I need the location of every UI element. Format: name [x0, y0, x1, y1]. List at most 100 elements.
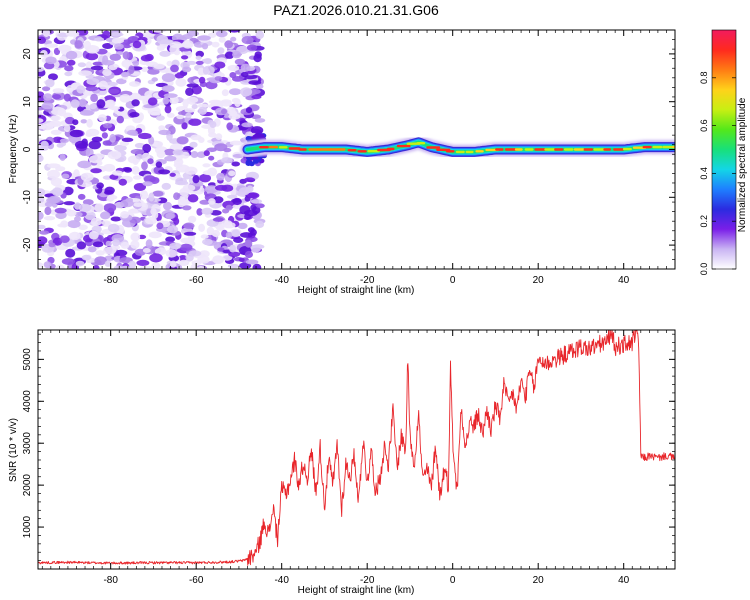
spectrogram-noise-blob: [169, 96, 179, 105]
spectrogram-noise-blob: [108, 88, 120, 94]
spectrogram-noise-blob: [55, 166, 66, 172]
spectrogram-noise-blob: [48, 73, 58, 81]
spectrogram-noise-blob: [211, 229, 220, 238]
spectrogram-x-tick-label: -20: [360, 275, 375, 286]
spectrogram-noise-blob: [195, 60, 204, 65]
spectrogram-noise-blob: [142, 143, 152, 153]
spectrogram-noise-blob: [78, 224, 88, 231]
spectrogram-noise-blob: [92, 265, 100, 269]
spectrogram-noise-blob: [163, 93, 178, 98]
spectrogram-noise-blob: [202, 163, 211, 168]
spectrogram-noise-blob: [197, 35, 211, 41]
spectrogram-noise-blob: [221, 157, 233, 164]
spectrogram-noise-blob: [116, 115, 125, 124]
spectrogram-noise-blob: [218, 36, 226, 43]
colorbar-gradient: [712, 30, 736, 269]
spectrogram-noise-blob: [164, 105, 172, 114]
spectrogram-noise-blob: [92, 61, 104, 66]
spectrogram-noise-blob: [243, 209, 258, 217]
spectrogram-noise-blob: [156, 149, 166, 159]
spectrogram-noise-blob: [41, 102, 54, 110]
spectrogram-noise-blob: [149, 253, 163, 263]
spectrogram-noise-blob: [59, 138, 69, 144]
spectrogram-noise-blob: [88, 230, 99, 240]
spectrogram-noise-blob: [50, 115, 61, 121]
spectrogram-noise-blob: [69, 231, 81, 241]
spectrogram-noise-blob: [253, 158, 259, 164]
spectrogram-noise-blob: [65, 248, 76, 258]
spectrogram-noise-blob: [198, 76, 206, 84]
spectrogram-y-label: Frequency (Hz): [8, 115, 19, 184]
spectrogram-noise-blob: [240, 63, 251, 72]
spectrogram-noise-blob: [208, 132, 217, 138]
spectrogram-noise-blob: [247, 192, 260, 199]
spectrogram-noise-blob: [216, 172, 225, 181]
spectrogram-y-tick-label: 10: [22, 96, 33, 108]
spectrogram-noise-blob: [175, 78, 187, 87]
spectrogram-noise-blob: [253, 54, 262, 63]
spectrogram-noise-blob: [231, 229, 241, 237]
spectrogram-noise-blob: [176, 136, 189, 145]
spectrogram-noise-blob: [76, 241, 87, 250]
spectrogram-noise-blob: [229, 88, 242, 96]
spectrogram-noise-blob: [145, 239, 153, 249]
spectrogram-noise-blob: [213, 196, 224, 204]
spectrogram-noise-blob: [134, 142, 145, 149]
spectrogram-noise-blob: [170, 260, 177, 268]
spectrogram-noise-blob: [105, 99, 116, 108]
spectrogram-noise-blob: [114, 249, 128, 256]
spectrogram-noise-blob: [113, 265, 123, 269]
spectrogram-noise-blob: [158, 129, 171, 136]
spectrogram-noise-blob: [190, 264, 198, 269]
spectrogram-noise-blob: [155, 161, 163, 168]
spectrogram-noise-blob: [114, 144, 127, 152]
spectrogram-noise-blob: [226, 122, 233, 131]
snr-y-tick-label: 2000: [22, 474, 33, 497]
snr-y-label: SNR (10 * v/v): [8, 418, 19, 482]
spectrogram-noise-blob: [151, 77, 158, 82]
spectrogram-y-tick-label: -20: [22, 237, 33, 252]
spectrogram-noise-blob: [221, 220, 233, 226]
spectrogram-noise-blob: [132, 40, 142, 49]
spectrogram-noise-blob: [85, 52, 99, 61]
colorbar-label: Normalized spectral amplitude: [737, 97, 748, 232]
spectrogram-noise-blob: [141, 152, 151, 162]
spectrogram-noise: [38, 30, 268, 269]
spectrogram-noise-blob: [183, 222, 195, 230]
spectrogram-noise-blob: [244, 239, 253, 248]
spectrogram-noise-blob: [165, 249, 178, 258]
spectrogram-noise-blob: [182, 39, 194, 49]
spectrogram-noise-blob: [197, 255, 210, 264]
spectrogram-noise-blob: [125, 197, 133, 203]
spectrogram-noise-blob: [176, 114, 185, 120]
spectrogram-panel: -80 -60 -40 -20 0 20 40 -20 -10 0 10 20 Height of …: [8, 29, 676, 296]
spectrogram-noise-blob: [172, 149, 184, 156]
spectrogram-noise-blob: [217, 247, 225, 252]
spectrogram-noise-blob: [96, 182, 104, 189]
spectrogram-noise-blob: [128, 260, 137, 269]
spectrogram-noise-blob: [145, 217, 157, 225]
colorbar-tick-label: 0.8: [699, 72, 709, 85]
spectrogram-noise-blob: [102, 140, 113, 146]
spectrogram-noise-blob: [247, 227, 255, 233]
spectrogram-noise-blob: [142, 248, 151, 253]
spectrogram-noise-blob: [187, 215, 197, 223]
spectrogram-noise-blob: [179, 187, 190, 197]
spectrogram-noise-blob: [179, 243, 193, 252]
spectrogram-noise-blob: [139, 265, 154, 269]
spectrogram-noise-blob: [210, 210, 222, 216]
colorbar-tick-label: 0.4: [699, 167, 709, 180]
spectrogram-noise-blob: [215, 133, 223, 141]
spectrogram-noise-blob: [161, 85, 175, 92]
spectrogram-noise-blob: [42, 30, 50, 37]
spectrogram-noise-blob: [61, 258, 76, 265]
spectrogram-noise-blob: [175, 180, 189, 186]
spectrogram-y-tick-label: -10: [22, 190, 33, 205]
spectrogram-noise-blob: [161, 73, 176, 83]
figure-title: PAZ1.2026.010.21.31.G06: [273, 2, 439, 18]
spectrogram-noise-blob: [229, 140, 243, 146]
spectrogram-noise-blob: [69, 129, 84, 138]
spectrogram-noise-blob: [232, 204, 243, 210]
spectrogram-noise-blob: [141, 161, 148, 171]
spectrogram-y-tick-label: 0: [22, 146, 33, 152]
